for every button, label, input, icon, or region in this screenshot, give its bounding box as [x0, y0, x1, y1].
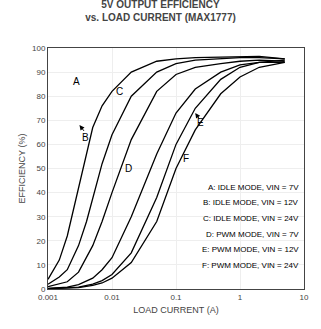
svg-text:50: 50 — [36, 164, 45, 173]
svg-text:0.1: 0.1 — [170, 293, 182, 302]
svg-text:D: PWM MODE, VIN = 7V: D: PWM MODE, VIN = 7V — [206, 230, 299, 239]
svg-text:F: F — [183, 153, 189, 164]
svg-text:70: 70 — [36, 116, 45, 125]
svg-text:A: IDLE MODE, VIN = 7V: A: IDLE MODE, VIN = 7V — [208, 183, 299, 192]
svg-text:B: B — [82, 132, 89, 143]
svg-text:10: 10 — [36, 261, 45, 270]
svg-text:1: 1 — [238, 293, 243, 302]
svg-text:LOAD CURRENT (A): LOAD CURRENT (A) — [133, 305, 218, 315]
svg-text:C: C — [116, 86, 123, 97]
svg-text:10: 10 — [300, 293, 309, 302]
svg-text:0.001: 0.001 — [38, 293, 59, 302]
svg-text:60: 60 — [36, 140, 45, 149]
svg-text:A: A — [73, 76, 80, 87]
svg-text:90: 90 — [36, 68, 45, 77]
svg-text:0: 0 — [41, 285, 46, 294]
svg-text:E: E — [197, 117, 204, 128]
svg-text:D: D — [125, 163, 132, 174]
svg-text:40: 40 — [36, 188, 45, 197]
svg-text:EFFICIENCY (%): EFFICIENCY (%) — [17, 134, 27, 204]
svg-text:0.01: 0.01 — [104, 293, 120, 302]
svg-text:80: 80 — [36, 92, 45, 101]
svg-text:F: PWM MODE, VIN = 24V: F: PWM MODE, VIN = 24V — [202, 261, 299, 270]
svg-text:100: 100 — [32, 44, 46, 53]
svg-text:5V OUTPUT EFFICIENCYvs. LOAD C: 5V OUTPUT EFFICIENCYvs. LOAD CURRENT (MA… — [85, 0, 236, 23]
svg-text:B: IDLE MODE, VIN = 12V: B: IDLE MODE, VIN = 12V — [203, 198, 299, 207]
svg-text:30: 30 — [36, 213, 45, 222]
svg-text:E: PWM MODE, VIN = 12V: E: PWM MODE, VIN = 12V — [202, 245, 299, 254]
svg-text:20: 20 — [36, 237, 45, 246]
svg-text:C: IDLE MODE, VIN = 24V: C: IDLE MODE, VIN = 24V — [203, 214, 299, 223]
